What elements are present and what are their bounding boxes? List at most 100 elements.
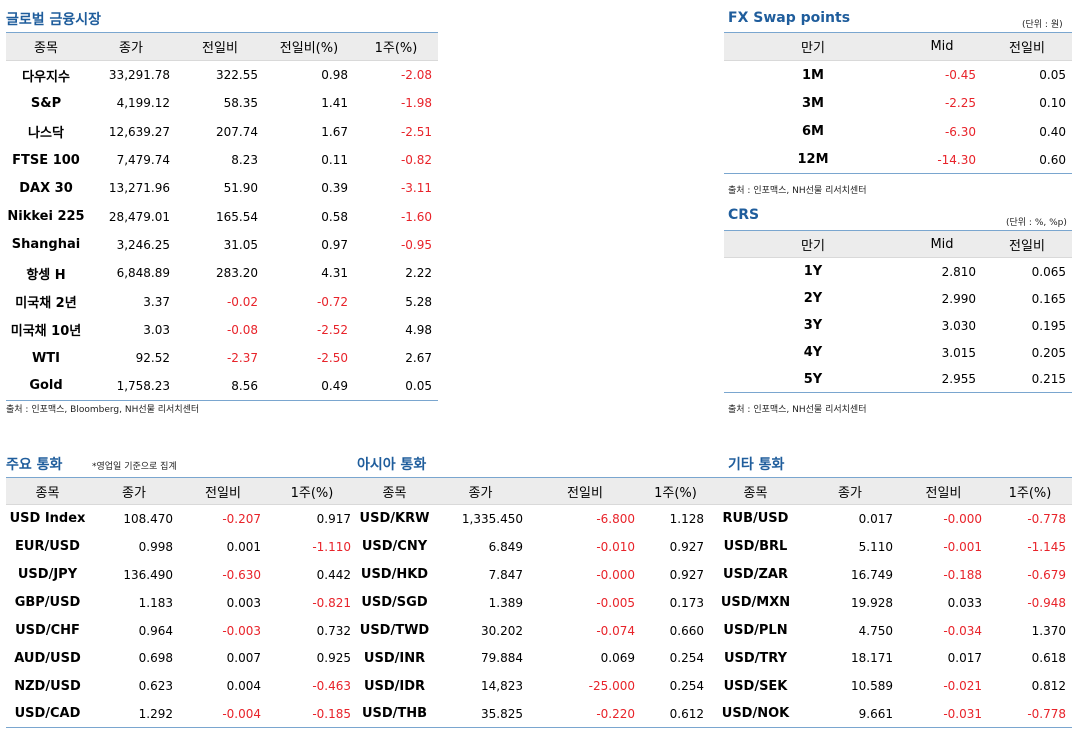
cell-chg: -0.08 (226, 322, 258, 337)
cell-chg_pct: 1.41 (321, 96, 348, 111)
cell-close: 13,271.96 (108, 181, 170, 196)
cell-mid: -14.30 (937, 152, 976, 167)
column-header: 전일비 (925, 485, 962, 501)
cell-chg_pct: 0.11 (321, 153, 348, 168)
major-currencies-table: 종목 종가 전일비 1주(%) USD Index 108.470 -0.207 0.917 E… (6, 477, 357, 729)
column-header: 종가 (122, 485, 146, 501)
row-label: USD Index (9, 511, 86, 527)
cell-close: 5.110 (858, 539, 893, 554)
cell-chg_pct: 1.67 (321, 124, 348, 139)
cell-close: 18.171 (851, 651, 893, 666)
row-label: 항셍 H (26, 267, 66, 283)
cell-chg: -0.000 (943, 511, 982, 526)
table-row: RUB/USD 0.017 -0.000 -0.778 (710, 505, 1072, 533)
table-row: 미국채 10년 3.03 -0.08 -2.52 4.98 (6, 316, 438, 344)
cell-close: 12,639.27 (108, 124, 170, 139)
cell-close: 136.490 (123, 567, 173, 582)
table-row: 4Y 3.015 0.205 (724, 339, 1072, 366)
table-row: USD/INR 79.884 0.069 0.254 (357, 644, 710, 672)
cell-week: 2.67 (405, 351, 432, 366)
table-row: Gold 1,758.23 8.56 0.49 0.05 (6, 372, 438, 401)
cell-chg_pct: 0.97 (321, 237, 348, 252)
cell-close: 108.470 (123, 511, 173, 526)
cell-chg: -0.02 (226, 294, 258, 309)
table-header-row: 종목 종가 전일비 1주(%) (710, 477, 1072, 505)
cell-chg: 0.215 (1031, 372, 1066, 386)
cell-week: 0.925 (316, 651, 351, 666)
cell-close: 1.389 (488, 595, 523, 610)
cell-week: 0.927 (669, 567, 704, 582)
table-row: USD/KRW 1,335.450 -6.800 1.128 (357, 505, 710, 533)
cell-chg: 8.23 (231, 153, 258, 168)
fx-swap-title: FX Swap points (728, 10, 851, 26)
row-label: EUR/USD (15, 539, 80, 555)
column-header: 종가 (838, 485, 862, 501)
cell-week: -1.145 (1027, 539, 1066, 554)
fx-swap-unit: (단위 : 원) (1022, 20, 1063, 30)
cell-chg: 0.065 (1031, 264, 1066, 279)
column-header: 종목 (35, 485, 60, 501)
cell-week: 2.22 (405, 266, 432, 281)
row-label: 나스닥 (28, 126, 64, 142)
table-row: 나스닥 12,639.27 207.74 1.67 -2.51 (6, 118, 438, 146)
cell-week: -0.778 (1027, 511, 1066, 526)
cell-close: 10.589 (851, 679, 893, 694)
table-row: USD/HKD 7.847 -0.000 0.927 (357, 561, 710, 589)
table-row: 1M -0.45 0.05 (724, 61, 1072, 89)
row-label: USD/BRL (723, 539, 788, 555)
cell-close: 0.964 (138, 623, 173, 638)
cell-close: 35.825 (481, 706, 523, 721)
row-label: WTI (31, 350, 61, 366)
cell-close: 3.03 (143, 322, 170, 337)
table-row: DAX 30 13,271.96 51.90 0.39 -3.11 (6, 174, 438, 202)
cell-week: -0.948 (1027, 595, 1066, 610)
row-label: 12M (797, 152, 829, 168)
table-row: 6M -6.30 0.40 (724, 118, 1072, 146)
table-row: USD/THB 35.825 -0.220 0.612 (357, 700, 710, 729)
cell-chg: -0.207 (222, 511, 261, 526)
cell-chg: -0.003 (222, 623, 261, 638)
cell-chg: 0.60 (1039, 152, 1066, 167)
cell-close: 9.661 (858, 706, 893, 721)
row-label: USD/TRY (723, 650, 788, 666)
cell-close: 79.884 (481, 651, 523, 666)
row-label: 1Y (803, 264, 823, 279)
row-label: USD/IDR (363, 678, 426, 694)
row-label: 4Y (803, 345, 823, 360)
cell-close: 0.998 (138, 539, 173, 554)
cell-chg: 165.54 (216, 209, 258, 224)
table-row: 다우지수 33,291.78 322.55 0.98 -2.08 (6, 61, 438, 89)
cell-close: 1.292 (138, 706, 173, 721)
cell-chg_pct: 0.58 (321, 209, 348, 224)
cell-close: 28,479.01 (108, 209, 170, 224)
cell-week: 0.173 (669, 595, 704, 610)
table-row: USD/IDR 14,823 -25.000 0.254 (357, 672, 710, 700)
major-currencies-title: 주요 통화 (6, 457, 63, 473)
cell-close: 7,479.74 (116, 153, 170, 168)
cell-chg: 322.55 (216, 68, 258, 83)
asia-currencies-table: 종목 종가 전일비 1주(%) USD/KRW 1,335.450 -6.800 1.128 U… (357, 477, 710, 729)
cell-week: -0.778 (1027, 706, 1066, 721)
row-label: USD/NOK (721, 706, 790, 722)
cell-close: 0.698 (138, 651, 173, 666)
cell-close: 14,823 (481, 679, 523, 694)
cell-chg: -25.000 (588, 679, 635, 694)
cell-chg: -0.021 (943, 679, 982, 694)
row-label: DAX 30 (19, 180, 73, 196)
table-row: NZD/USD 0.623 0.004 -0.463 (6, 672, 357, 700)
crs-table: 만기 Mid 전일비 1Y 2.810 0.065 2Y 2.990 0.165 3Y 3.030 0… (724, 230, 1072, 393)
row-label: 3M (802, 95, 824, 111)
row-label: 3Y (803, 318, 823, 333)
cell-week: -1.110 (312, 539, 351, 554)
cell-chg: -0.005 (596, 595, 635, 610)
table-row: USD Index 108.470 -0.207 0.917 (6, 505, 357, 533)
cell-week: -0.821 (312, 595, 351, 610)
cell-week: 0.442 (316, 567, 351, 582)
cell-chg: -0.004 (222, 706, 261, 721)
column-header: 종목 (382, 485, 407, 501)
table-row: 3Y 3.030 0.195 (724, 312, 1072, 339)
cell-close: 1,758.23 (116, 378, 170, 393)
table-row: USD/CAD 1.292 -0.004 -0.185 (6, 700, 357, 729)
row-label: USD/ZAR (723, 567, 788, 583)
table-row: FTSE 100 7,479.74 8.23 0.11 -0.82 (6, 146, 438, 174)
